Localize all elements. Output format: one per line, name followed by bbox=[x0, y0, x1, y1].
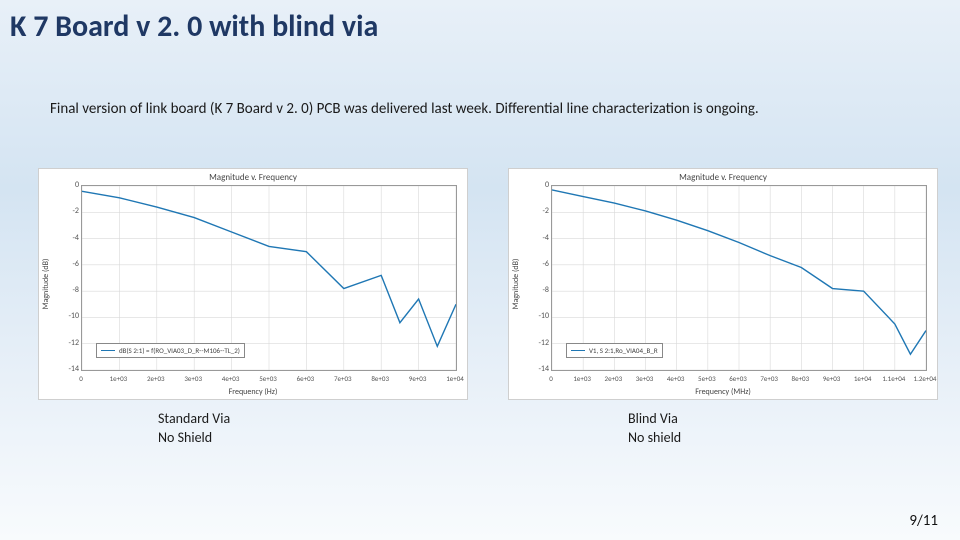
slide-subtitle: Final version of link board (K 7 Board v… bbox=[50, 100, 759, 118]
ytick-label: -12 bbox=[65, 338, 79, 348]
xtick-label: 9e+03 bbox=[823, 374, 841, 383]
xtick-label: 2e+03 bbox=[147, 374, 165, 383]
ytick-label: -14 bbox=[65, 364, 79, 374]
chart-right-title: Magnitude v. Frequency bbox=[509, 172, 937, 183]
chart-left-caption-line2: No Shield bbox=[158, 429, 468, 448]
xtick-label: 9e+03 bbox=[409, 374, 427, 383]
chart-right-caption-line2: No shield bbox=[628, 429, 938, 448]
ytick-label: -6 bbox=[65, 259, 79, 269]
chart-left-xlabel: Frequency (Hz) bbox=[39, 387, 467, 397]
chart-legend: V1, S 2:1,Ro_VIA04_B_R bbox=[566, 343, 663, 358]
ytick-label: 0 bbox=[65, 180, 79, 190]
xtick-label: 7e+03 bbox=[760, 374, 778, 383]
chart-left-wrap: Magnitude v. Frequency Magnitude (dB) Fr… bbox=[38, 168, 468, 448]
chart-right-xlabel: Frequency (MHz) bbox=[509, 387, 937, 397]
xtick-label: 8e+03 bbox=[371, 374, 389, 383]
chart-legend: dB(S 2:1) = f(RO_VIA03_D_R--M106--TL_2) bbox=[96, 343, 245, 358]
xtick-label: 4e+03 bbox=[222, 374, 240, 383]
ytick-label: -4 bbox=[65, 233, 79, 243]
chart-right: Magnitude v. Frequency Magnitude (dB) Fr… bbox=[508, 168, 938, 400]
xtick-label: 1e+04 bbox=[854, 374, 872, 383]
xtick-label: 3e+03 bbox=[636, 374, 654, 383]
ytick-label: -10 bbox=[535, 311, 549, 321]
chart-right-ylabel: Magnitude (dB) bbox=[511, 259, 521, 310]
chart-left-ylabel: Magnitude (dB) bbox=[41, 259, 51, 310]
chart-right-caption-line1: Blind Via bbox=[628, 410, 938, 429]
chart-left: Magnitude v. Frequency Magnitude (dB) Fr… bbox=[38, 168, 468, 400]
page-number: 9/11 bbox=[909, 512, 938, 530]
xtick-label: 2e+03 bbox=[605, 374, 623, 383]
chart-left-caption-line1: Standard Via bbox=[158, 410, 468, 429]
xtick-label: 4e+03 bbox=[667, 374, 685, 383]
ytick-label: -4 bbox=[535, 233, 549, 243]
xtick-label: 1e+04 bbox=[446, 374, 464, 383]
xtick-label: 1.2e+04 bbox=[914, 374, 937, 383]
chart-right-wrap: Magnitude v. Frequency Magnitude (dB) Fr… bbox=[508, 168, 938, 448]
xtick-label: 5e+03 bbox=[259, 374, 277, 383]
ytick-label: -12 bbox=[535, 338, 549, 348]
xtick-label: 0 bbox=[79, 374, 83, 383]
xtick-label: 7e+03 bbox=[334, 374, 352, 383]
page-total: 11 bbox=[923, 512, 938, 530]
ytick-label: -10 bbox=[65, 311, 79, 321]
page-current: 9 bbox=[909, 512, 917, 530]
xtick-label: 1e+03 bbox=[573, 374, 591, 383]
xtick-label: 5e+03 bbox=[698, 374, 716, 383]
xtick-label: 0 bbox=[549, 374, 553, 383]
slide-title: K 7 Board v 2. 0 with blind via bbox=[10, 8, 378, 45]
xtick-label: 1.1e+04 bbox=[882, 374, 905, 383]
xtick-label: 3e+03 bbox=[184, 374, 202, 383]
xtick-label: 8e+03 bbox=[792, 374, 810, 383]
ytick-label: -8 bbox=[65, 285, 79, 295]
ytick-label: -6 bbox=[535, 259, 549, 269]
xtick-label: 6e+03 bbox=[729, 374, 747, 383]
ytick-label: -8 bbox=[535, 285, 549, 295]
charts-row: Magnitude v. Frequency Magnitude (dB) Fr… bbox=[38, 168, 922, 448]
ytick-label: 0 bbox=[535, 180, 549, 190]
chart-left-title: Magnitude v. Frequency bbox=[39, 172, 467, 183]
ytick-label: -14 bbox=[535, 364, 549, 374]
xtick-label: 6e+03 bbox=[297, 374, 315, 383]
chart-left-caption: Standard Via No Shield bbox=[158, 410, 468, 448]
ytick-label: -2 bbox=[65, 206, 79, 216]
chart-right-caption: Blind Via No shield bbox=[628, 410, 938, 448]
xtick-label: 1e+03 bbox=[110, 374, 128, 383]
ytick-label: -2 bbox=[535, 206, 549, 216]
